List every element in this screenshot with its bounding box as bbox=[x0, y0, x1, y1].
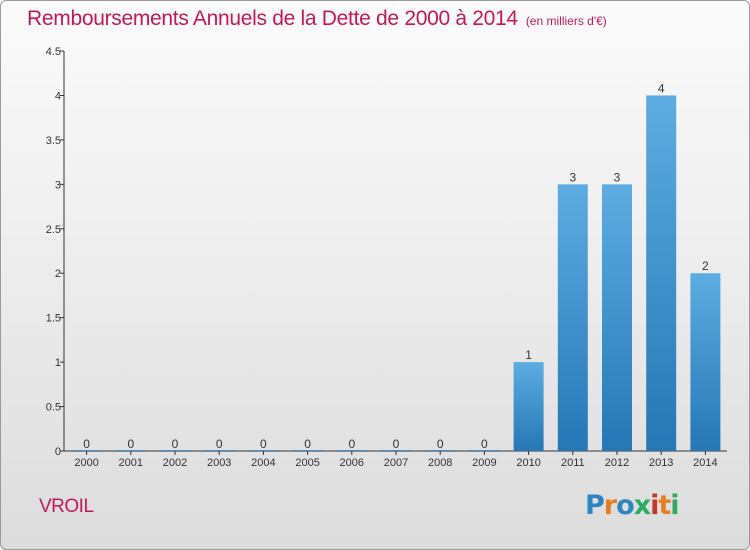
bar bbox=[204, 450, 235, 451]
chart-bars bbox=[71, 95, 721, 452]
x-tick-label: 2009 bbox=[472, 457, 496, 469]
x-tick-label: 2001 bbox=[119, 457, 143, 469]
x-tick-label: 2012 bbox=[605, 457, 629, 469]
proxiti-logo: Proxiti bbox=[585, 490, 680, 521]
bar-value-label: 4 bbox=[658, 81, 665, 95]
commune-name: VROIL bbox=[39, 496, 94, 517]
chart-title-main: Remboursements Annuels de la Dette de 20… bbox=[27, 7, 518, 30]
x-tick-label: 2002 bbox=[163, 457, 187, 469]
bar bbox=[513, 362, 544, 451]
chart-data-labels: 0 0 0 0 0 0 0 0 0 0 1 3 3 4 2 bbox=[83, 81, 709, 451]
logo-letter: i bbox=[670, 490, 679, 521]
bar bbox=[557, 184, 588, 452]
x-tick-label: 2014 bbox=[693, 457, 717, 469]
bar-value-label: 0 bbox=[127, 437, 134, 451]
bar bbox=[248, 450, 279, 451]
bar-value-label: 3 bbox=[569, 170, 576, 184]
bar-value-label: 0 bbox=[260, 437, 267, 451]
y-tick-label: 4.5 bbox=[46, 46, 61, 58]
logo-letter: t bbox=[658, 490, 671, 521]
bar-value-label: 0 bbox=[393, 437, 400, 451]
y-tick-label: 2.5 bbox=[46, 224, 61, 236]
y-tick-label: 1 bbox=[55, 357, 61, 369]
x-tick-label: 2004 bbox=[251, 457, 275, 469]
bar bbox=[469, 450, 500, 451]
x-tick-label: 2000 bbox=[74, 457, 98, 469]
x-tick-label: 2003 bbox=[207, 457, 231, 469]
bar bbox=[71, 450, 102, 451]
bar bbox=[292, 450, 323, 451]
bar bbox=[425, 450, 456, 451]
y-tick-label: 0 bbox=[55, 446, 61, 458]
logo-letter: r bbox=[603, 490, 617, 521]
bar-value-label: 3 bbox=[614, 170, 621, 184]
bar bbox=[381, 450, 411, 451]
bar-value-label: 2 bbox=[702, 259, 709, 273]
y-tick-label: 3.5 bbox=[46, 135, 61, 147]
x-tick-label: 2008 bbox=[428, 457, 452, 469]
bar-value-label: 0 bbox=[348, 437, 355, 451]
bar-value-label: 1 bbox=[525, 348, 532, 362]
x-tick-label: 2005 bbox=[295, 457, 319, 469]
y-tick-label: 0.5 bbox=[46, 402, 61, 414]
logo-letter: x bbox=[633, 490, 651, 521]
y-tick-label: 3 bbox=[55, 179, 61, 191]
bar-value-label: 0 bbox=[172, 437, 179, 451]
x-tick-label: 2006 bbox=[340, 457, 364, 469]
x-tick-label: 2010 bbox=[516, 457, 540, 469]
bar-value-label: 0 bbox=[437, 437, 444, 451]
bar bbox=[336, 450, 367, 451]
bar bbox=[646, 95, 677, 451]
y-tick-label: 2 bbox=[55, 268, 61, 280]
y-tick-label: 4 bbox=[55, 90, 61, 102]
bar-value-label: 0 bbox=[83, 437, 90, 451]
bar bbox=[602, 184, 632, 452]
x-tick-label: 2013 bbox=[649, 457, 673, 469]
bar bbox=[160, 450, 190, 451]
logo-letter: P bbox=[585, 490, 605, 521]
logo-letter: o bbox=[616, 490, 635, 521]
x-tick-label: 2007 bbox=[384, 457, 408, 469]
bar-value-label: 0 bbox=[304, 437, 311, 451]
bar-value-label: 0 bbox=[481, 437, 488, 451]
chart-title: Remboursements Annuels de la Dette de 20… bbox=[27, 7, 607, 31]
bar bbox=[690, 273, 721, 451]
x-tick-label: 2011 bbox=[561, 457, 585, 469]
chart-title-unit: (en milliers d'€) bbox=[525, 14, 607, 28]
y-tick-label: 1.5 bbox=[46, 313, 61, 325]
bar bbox=[115, 450, 146, 451]
bar-value-label: 0 bbox=[216, 437, 223, 451]
logo-letter: i bbox=[650, 490, 659, 521]
